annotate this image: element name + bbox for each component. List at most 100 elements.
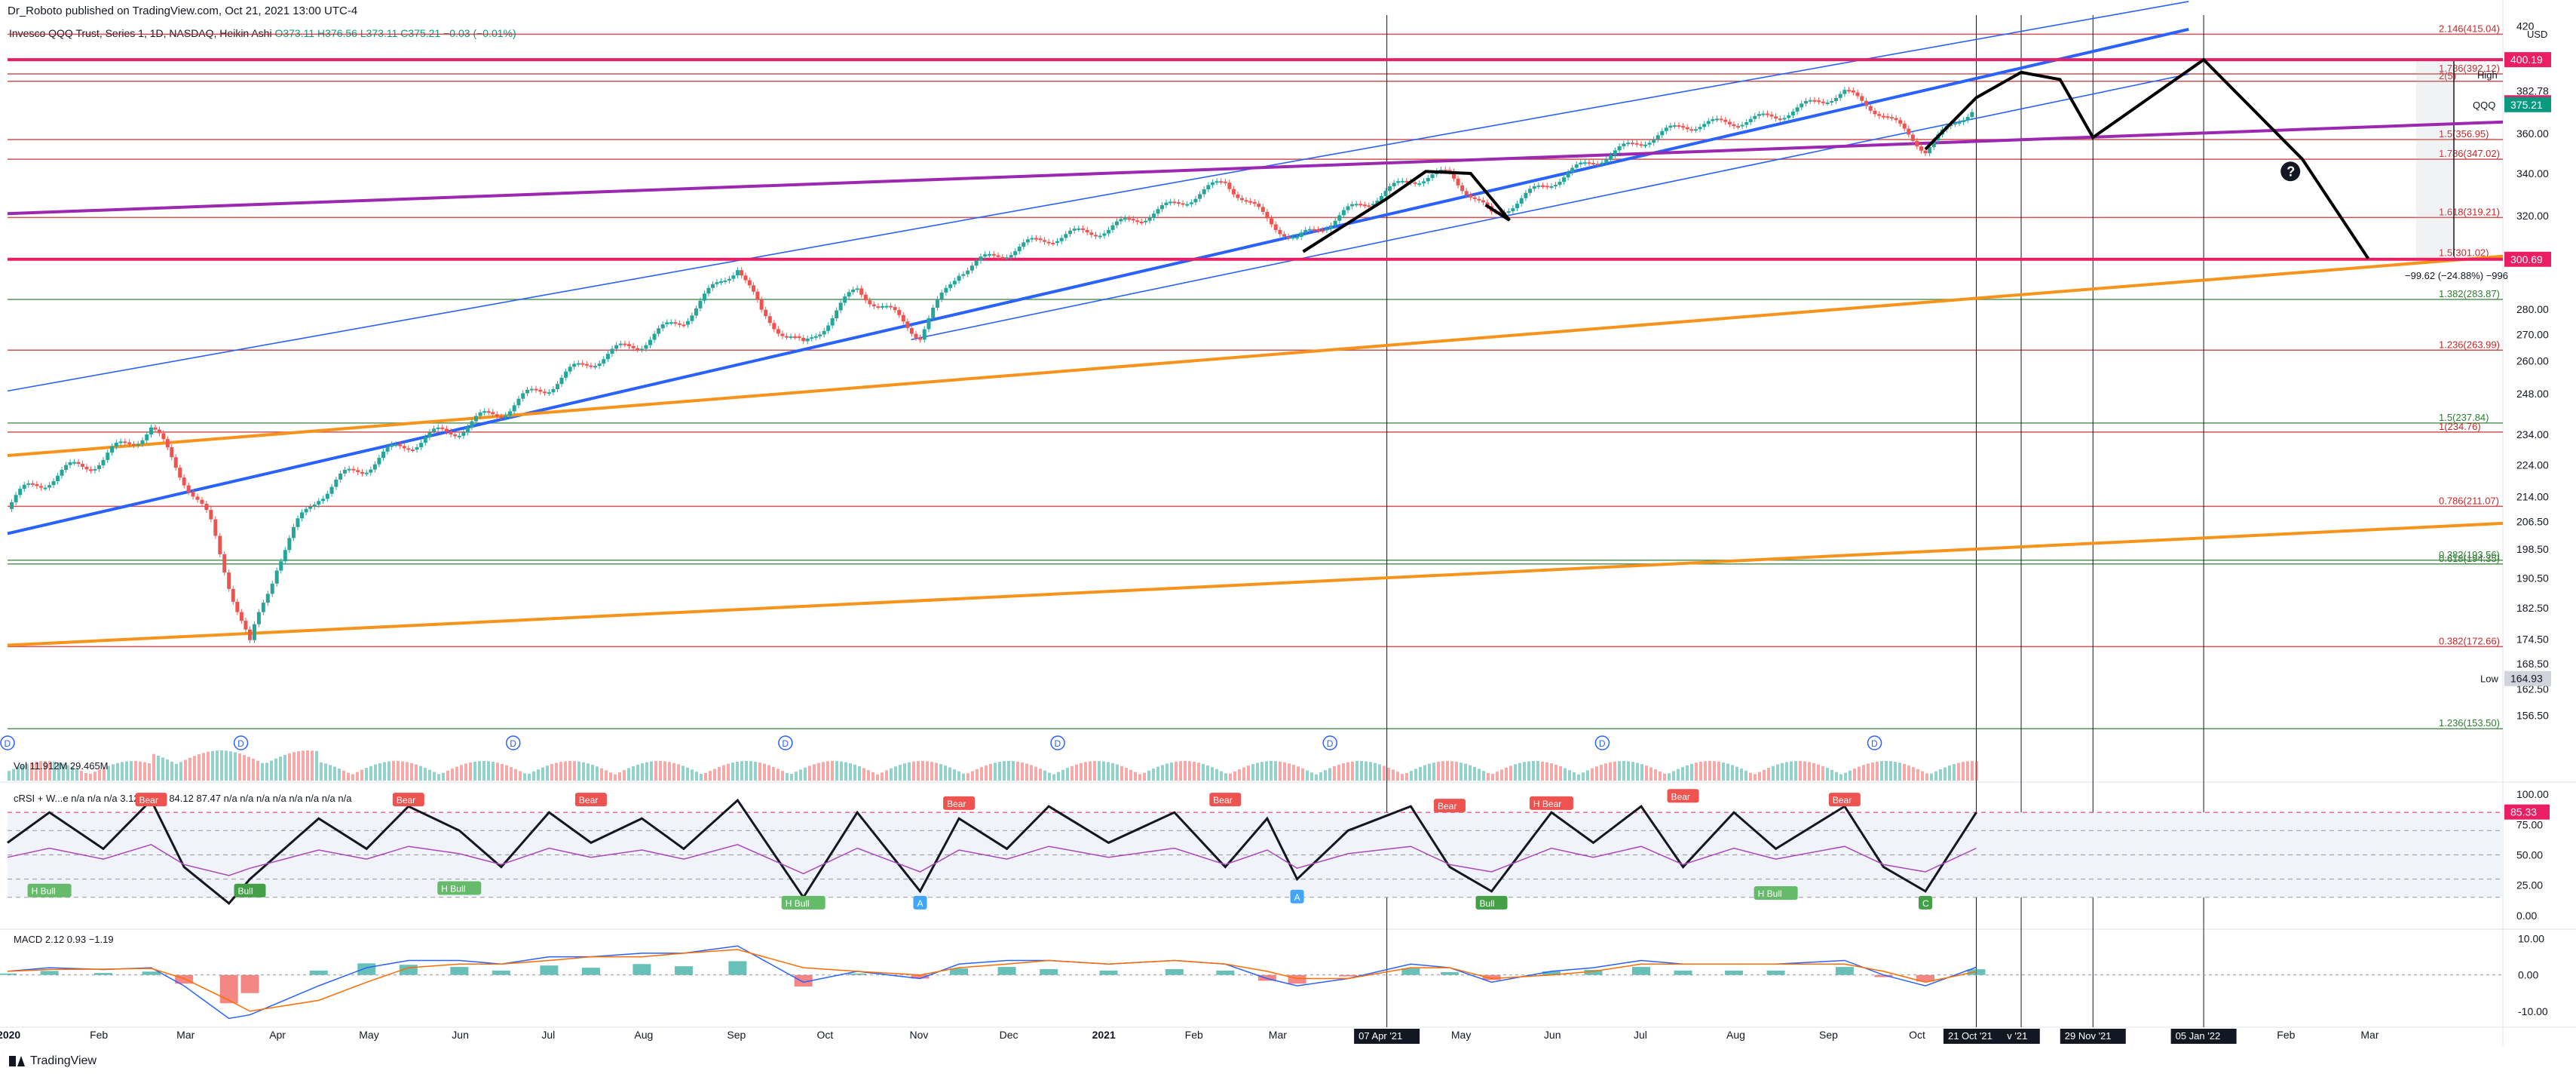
candle [740,270,744,276]
volume-bar [641,763,644,781]
candle [76,462,81,465]
candle [1562,177,1567,183]
candle [410,450,415,452]
volume-bar [1654,769,1657,781]
candle [1181,203,1185,205]
candle [644,345,648,349]
candle [1894,118,1898,121]
volume-bar [387,761,391,781]
volume-bar [270,760,273,781]
candle [1744,122,1749,125]
candle [784,336,789,338]
candle [614,345,619,349]
candle [747,280,752,286]
volume-bar [1636,762,1639,781]
volume-bar [795,772,798,781]
volume-bar [1545,762,1548,781]
candle [1553,185,1558,187]
dividend-event-marker [233,735,249,750]
candle [449,431,453,435]
candle [97,465,102,469]
volume-bar [383,762,386,781]
volume-bar [1812,762,1815,781]
volume-bar [636,764,639,781]
crsi-signal-badge [392,793,424,807]
candle [1236,194,1240,198]
volume-bar [786,772,789,781]
candle [300,512,305,519]
volume-bar [478,761,481,781]
candle [1252,201,1257,204]
volume-bar [1799,761,1802,781]
volume-bar [428,769,431,781]
macd-bar [1339,974,1358,977]
candle [602,359,606,364]
trendline [7,1,2189,392]
candle [512,405,516,412]
volume-bar [247,756,250,781]
candle [1736,126,1741,128]
volume-bar [826,761,829,781]
candle [1139,222,1144,224]
candle [1392,183,1396,187]
volume-bar [568,761,571,781]
macd-bar [142,971,161,975]
volume-bar [1197,762,1200,781]
candle [265,594,270,603]
time-highlight [1354,1029,1420,1044]
candle [547,392,551,394]
candle [1227,183,1232,189]
candle [486,411,491,413]
candle [56,475,60,482]
volume-bar [1817,764,1820,781]
candle [1693,129,1698,131]
volume-bar [1342,763,1345,781]
candle [1295,237,1300,239]
crsi-signal-label: Bear [947,799,966,809]
dividend-event-label: D [5,738,11,749]
candle [270,583,274,594]
volume-bar [1464,763,1467,781]
candle [204,503,209,511]
volume-bar [510,767,513,781]
volume-bar [550,764,553,781]
candle [813,336,818,338]
volume-bar [8,771,11,781]
crsi-signal-badge [1290,889,1304,904]
candle [939,292,944,299]
candle [1672,125,1677,127]
candle [1291,237,1295,239]
candle [1600,162,1604,164]
candle [213,519,218,536]
candle [694,308,698,316]
trendline [7,521,2504,647]
volume-bar [700,774,703,781]
candle [1549,186,1554,188]
macd-bar [848,973,867,975]
candle [884,305,889,308]
volume-bar [505,765,508,781]
ohlc-readout: O373.11 H376.56 L373.11 C375.21 −0.03 (−… [274,27,516,39]
candle [1652,139,1656,143]
macd-tick: 0.00 [2518,969,2538,981]
candle [72,462,77,464]
crsi-tick: 100.00 [2516,788,2549,800]
price-tick: 270.00 [2516,328,2549,340]
candle [1804,100,1809,104]
volume-bar [302,750,305,781]
candle [1135,220,1140,222]
volume-bar [1966,761,1969,781]
crsi-signal-badge [1828,793,1861,807]
candle [543,391,547,394]
crsi-signal-badge [234,883,266,898]
candle [47,485,52,488]
tradingview-logo-icon [9,1056,26,1066]
crsi-signal-label: H Bear [1533,799,1561,809]
candle [690,315,694,321]
price-tick: 340.00 [2516,167,2549,180]
volume-bar [596,766,599,781]
candle [1769,114,1774,117]
crsi-signal-line [7,843,1977,876]
volume-bar [1830,769,1833,781]
